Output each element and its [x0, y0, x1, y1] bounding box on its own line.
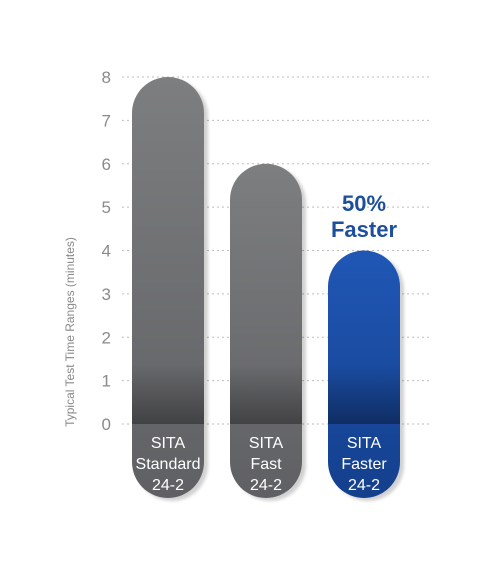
annotation: 50%Faster — [331, 191, 397, 242]
annotation-text: Faster — [331, 217, 397, 242]
bar-shading — [230, 364, 302, 424]
category-label: Standard — [136, 456, 201, 473]
y-tick-label: 1 — [102, 372, 111, 391]
y-tick-label: 3 — [102, 285, 111, 304]
bar-shading — [328, 364, 400, 424]
annotation-text: 50% — [342, 191, 386, 216]
y-tick-label: 2 — [102, 328, 111, 347]
category-label: SITA — [347, 435, 382, 452]
category-labels: SITA Standard 24-2 SITA Fast 24-2 SITA Faster 24… — [136, 435, 388, 494]
category-label: Faster — [341, 456, 387, 473]
category-label: 24-2 — [348, 477, 380, 494]
y-tick-label: 6 — [102, 155, 111, 174]
y-tick-label: 8 — [102, 68, 111, 87]
category-label: Fast — [250, 456, 282, 473]
y-tick-label: 0 — [102, 415, 111, 434]
category-label: 24-2 — [250, 477, 282, 494]
category-label: SITA — [249, 435, 284, 452]
category-label: SITA — [151, 435, 186, 452]
y-tick-labels: 0 1 2 3 4 5 6 7 8 — [102, 68, 111, 434]
y-tick-label: 4 — [102, 242, 111, 261]
bar-shading — [132, 364, 204, 424]
y-tick-label: 5 — [102, 198, 111, 217]
bars — [132, 77, 404, 501]
y-tick-label: 7 — [102, 111, 111, 130]
y-axis-label: Typical Test Time Ranges (minutes) — [63, 237, 77, 427]
category-label: 24-2 — [152, 477, 184, 494]
